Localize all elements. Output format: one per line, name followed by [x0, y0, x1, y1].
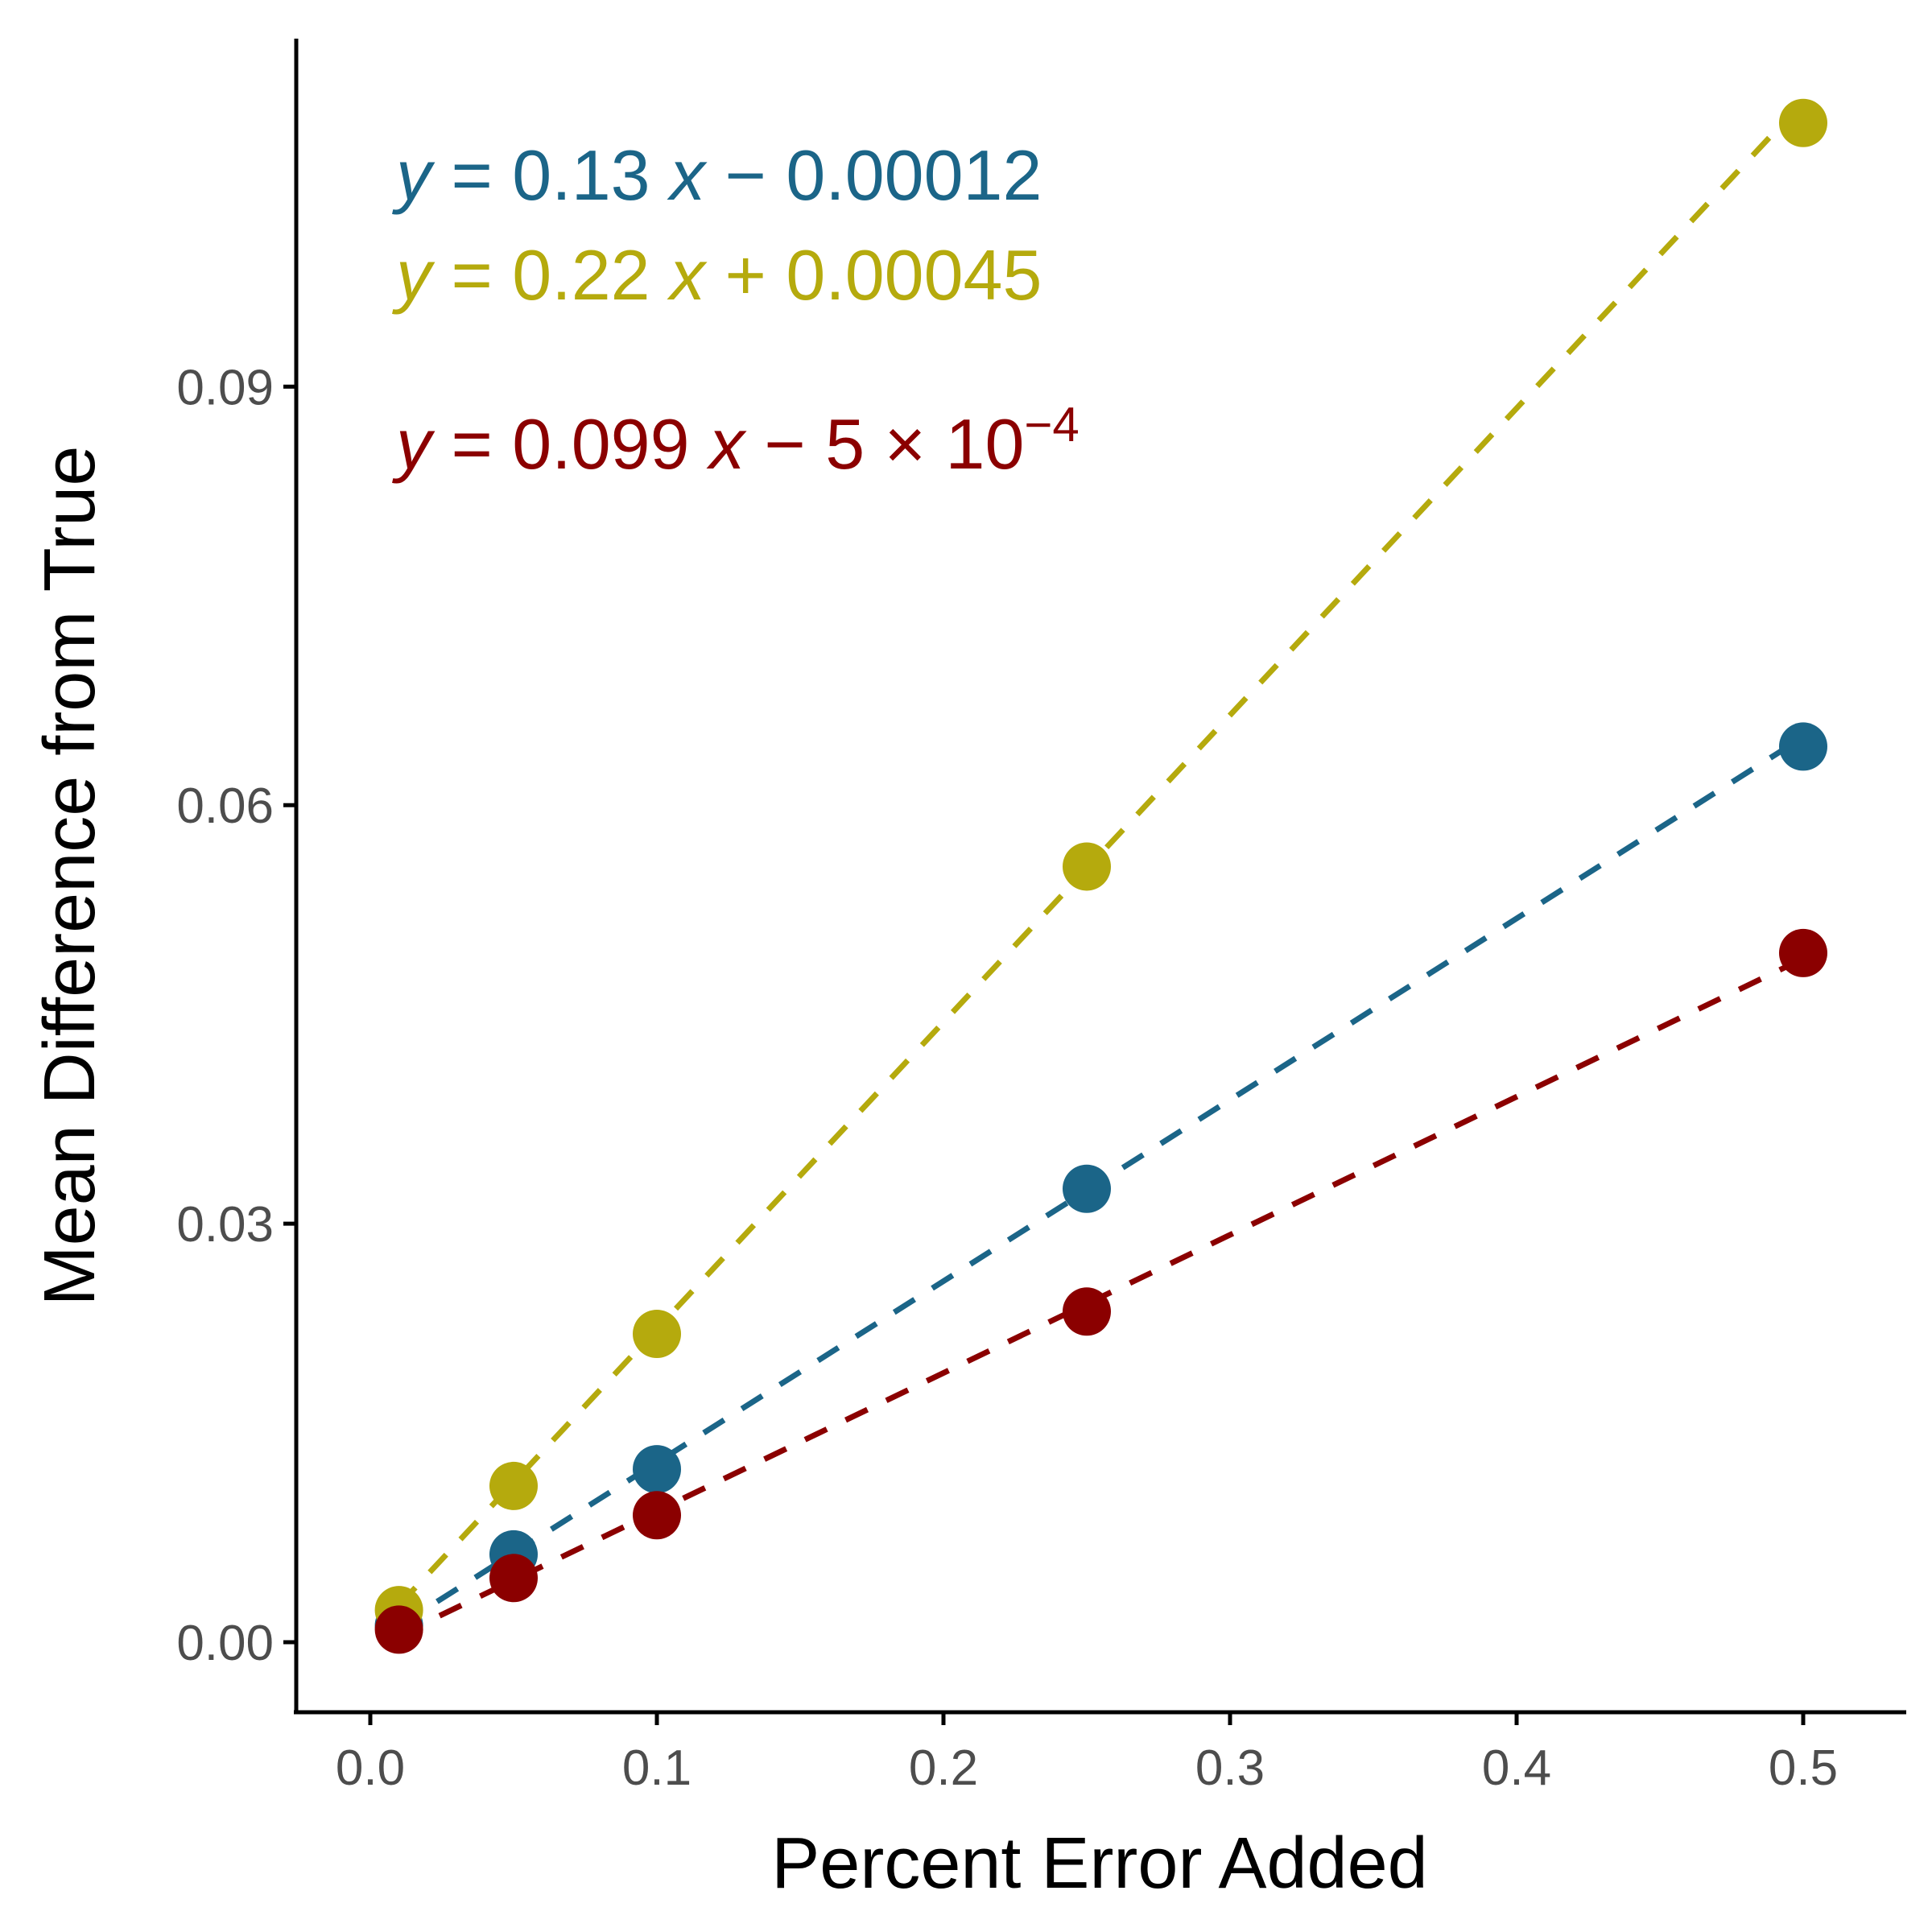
- data-point-series-2: [633, 1310, 681, 1359]
- x-tick-label: 0.5: [1769, 1740, 1838, 1796]
- data-point-series-1: [1063, 1164, 1111, 1213]
- data-point-series-3: [374, 1605, 423, 1654]
- eq2-intercept: 0.00045: [786, 235, 1042, 315]
- eq3-exponent: −4: [1024, 398, 1079, 452]
- x-tick-label: 0.1: [622, 1740, 691, 1796]
- equation-3-text: y = 0.099 x − 5 × 10−4: [392, 398, 1080, 484]
- x-tick-label: 0.0: [336, 1740, 405, 1796]
- x-tick-label: 0.2: [909, 1740, 978, 1796]
- data-point-series-3: [489, 1554, 538, 1603]
- equation-2-text: y = 0.22 x + 0.00045: [392, 235, 1042, 315]
- equation-1-text: y = 0.13 x − 0.00012: [392, 135, 1042, 215]
- equation-series-1: y = 0.13 x − 0.00012: [392, 135, 1042, 215]
- eq3-slope: 0.099: [512, 404, 689, 484]
- data-point-series-3: [1779, 928, 1827, 977]
- eq1-eq: =: [431, 135, 512, 215]
- y-axis-title: Mean Difference from True: [30, 446, 110, 1307]
- eq1-slope: 0.13: [512, 135, 650, 215]
- ticks: 0.0 0.1 0.2 0.3 0.4 0.5 0.00 0.03 0.06 0.09: [176, 360, 1838, 1796]
- eq3-y: y: [392, 404, 436, 484]
- x-tick-label: 0.3: [1195, 1740, 1265, 1796]
- eq2-eq: =: [431, 235, 512, 315]
- eq3-op: −: [745, 404, 825, 484]
- y-tick-label: 0.03: [176, 1197, 274, 1253]
- eq2-x: x: [667, 235, 708, 315]
- data-point-series-2: [489, 1461, 538, 1510]
- eq1-y: y: [392, 135, 436, 215]
- y-tick-label: 0.00: [176, 1616, 274, 1671]
- axes: [294, 39, 1906, 1715]
- data-points: [374, 98, 1827, 1654]
- eq2-op: +: [705, 235, 786, 315]
- eq2-y: y: [392, 235, 436, 315]
- data-point-series-3: [1063, 1287, 1111, 1336]
- data-point-series-2: [1779, 98, 1827, 147]
- eq2-slope: 0.22: [512, 235, 650, 315]
- data-point-series-3: [633, 1491, 681, 1540]
- data-point-series-1: [1779, 722, 1827, 771]
- eq1-x: x: [667, 135, 708, 215]
- eq1-intercept: 0.00012: [786, 135, 1042, 215]
- equation-series-3: y = 0.099 x − 5 × 10−4: [392, 398, 1080, 484]
- fit-line-series-2: [397, 99, 1806, 1608]
- equation-series-2: y = 0.22 x + 0.00045: [392, 235, 1042, 315]
- eq1-op: −: [705, 135, 786, 215]
- eq3-x: x: [706, 404, 747, 484]
- data-point-series-2: [1063, 842, 1111, 891]
- eq3-intercept: 5 × 10: [825, 404, 1024, 484]
- y-tick-label: 0.06: [176, 778, 274, 834]
- eq3-eq: =: [431, 404, 512, 484]
- x-axis-title: Percent Error Added: [771, 1823, 1427, 1904]
- y-tick-label: 0.09: [176, 360, 274, 415]
- x-tick-label: 0.4: [1482, 1740, 1551, 1796]
- data-point-series-1: [633, 1445, 681, 1494]
